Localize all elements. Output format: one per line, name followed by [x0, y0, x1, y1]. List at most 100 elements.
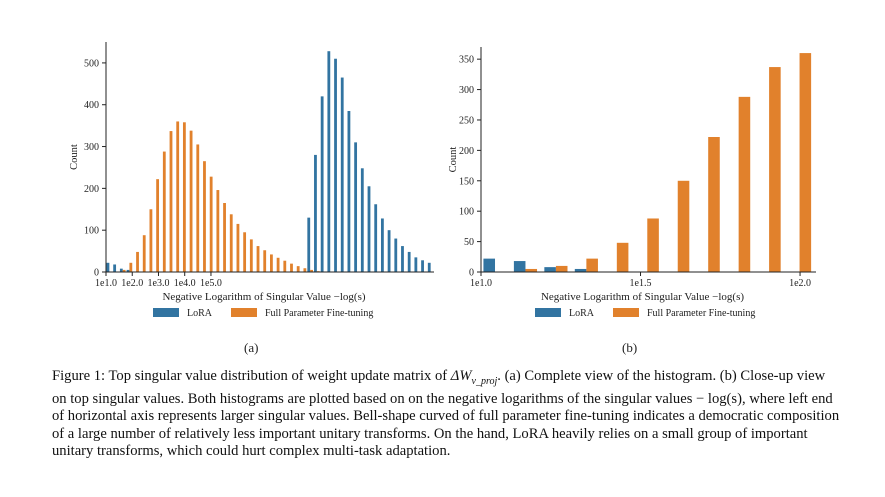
caption-label: Figure 1:	[52, 368, 106, 384]
x-tick-label-a-0: 1e1.0	[95, 278, 117, 289]
x-tick-label-b-0: 1e1.0	[470, 278, 492, 289]
y-axis-label-b: Count	[448, 147, 459, 173]
bar-full-b-1	[525, 268, 538, 272]
bar-full-a-20	[243, 232, 247, 272]
x-tick-label-b-2: 1e2.0	[789, 278, 811, 289]
bar-lora-a-37	[354, 142, 358, 272]
bar-lora-a-43	[394, 238, 398, 272]
bar-full-a-28	[296, 266, 300, 272]
x-tick-label-a-1: 1e2.0	[121, 278, 143, 289]
bar-lora-a-45	[407, 251, 411, 272]
bar-full-a-24	[270, 254, 273, 272]
panel-b-label: (b)	[622, 340, 638, 355]
legend-swatch-lora-b	[535, 308, 561, 317]
bar-full-a-19	[236, 223, 240, 272]
bar-full-a-5	[142, 235, 146, 272]
x-tick-label-a-3: 1e4.0	[174, 278, 196, 289]
y-tick-label-a-200: 200	[84, 184, 99, 195]
bar-full-a-14	[203, 161, 206, 272]
y-tick-label-b-0: 0	[469, 268, 474, 279]
bar-full-a-30	[310, 269, 313, 272]
bar-lora-a-35	[340, 77, 344, 272]
caption-post: . (a) Complete view of the histogram. (b…	[52, 368, 840, 460]
bar-full-b-10	[799, 53, 812, 272]
bar-full-a-7	[156, 179, 160, 272]
bar-lora-b-3	[574, 268, 587, 272]
legend-swatch-lora-a	[153, 308, 179, 317]
bar-full-a-29	[303, 268, 307, 272]
bar-lora-a-36	[347, 111, 351, 272]
bar-full-b-8	[738, 96, 751, 272]
bar-lora-a-42	[387, 230, 391, 272]
bar-lora-a-31	[314, 154, 317, 272]
bar-full-a-10	[176, 121, 180, 272]
y-tick-label-a-0: 0	[94, 268, 99, 279]
bar-lora-a-32	[320, 96, 324, 272]
bar-full-a-6	[149, 209, 153, 272]
legend-swatch-full-a	[231, 308, 257, 317]
x-axis-label-a: Negative Logarithm of Singular Value −lo…	[162, 291, 365, 303]
bars-panel-b	[483, 53, 812, 272]
bar-lora-a-47	[421, 260, 424, 272]
legend-swatch-full-b	[613, 308, 639, 317]
y-axis-label-a: Count	[69, 144, 80, 170]
legend-label-full-a: Full Parameter Fine-tuning	[265, 308, 373, 319]
bar-full-a-26	[283, 260, 287, 272]
y-tick-label-b-50: 50	[464, 237, 474, 248]
y-tick-label-a-100: 100	[84, 226, 99, 237]
bar-full-a-22	[256, 246, 260, 272]
bar-full-b-4	[616, 242, 629, 272]
legend-label-lora-b: LoRA	[569, 308, 595, 319]
caption-math: ΔWv_proj	[450, 368, 498, 387]
bar-lora-a-41	[380, 218, 384, 272]
bar-full-a-2	[122, 269, 126, 272]
bar-lora-a-1	[113, 264, 117, 272]
bar-full-a-4	[136, 251, 139, 272]
bar-lora-b-0	[483, 258, 496, 272]
bar-full-a-13	[196, 144, 200, 272]
y-tick-label-b-100: 100	[459, 207, 474, 218]
bar-full-a-23	[263, 250, 267, 272]
bar-full-a-17	[223, 203, 226, 272]
bar-lora-a-46	[414, 257, 418, 272]
bar-lora-a-3	[126, 269, 130, 272]
legend-label-lora-a: LoRA	[187, 308, 213, 319]
x-axis-label-b: Negative Logarithm of Singular Value −lo…	[541, 291, 744, 303]
y-tick-label-a-300: 300	[84, 142, 99, 153]
bar-lora-a-44	[401, 246, 404, 272]
bar-full-a-18	[229, 214, 233, 272]
bar-full-a-8	[162, 151, 166, 272]
bar-lora-b-2	[544, 267, 556, 272]
bar-lora-a-2	[119, 268, 123, 272]
bar-lora-a-48	[427, 262, 431, 272]
y-tick-label-b-150: 150	[459, 176, 474, 187]
bar-full-b-5	[647, 218, 659, 272]
bar-full-a-11	[182, 122, 186, 272]
bar-lora-a-33	[327, 51, 331, 273]
y-tick-label-b-200: 200	[459, 146, 474, 157]
y-tick-label-b-350: 350	[459, 55, 474, 66]
panel-a-label: (a)	[244, 340, 259, 355]
bars-panel-a	[106, 51, 431, 273]
bar-lora-b-1	[513, 261, 526, 272]
bar-lora-a-38	[360, 168, 364, 272]
bar-lora-a-39	[367, 186, 371, 272]
bar-lora-a-40	[374, 204, 378, 272]
bar-lora-a-30	[307, 217, 311, 272]
bar-full-a-27	[290, 263, 293, 272]
bar-full-a-21	[249, 239, 253, 272]
bar-full-b-6	[677, 180, 690, 272]
x-tick-label-a-4: 1e5.0	[200, 278, 222, 289]
bar-full-a-25	[276, 257, 280, 272]
bar-lora-a-34	[334, 58, 337, 273]
legend-label-full-b: Full Parameter Fine-tuning	[647, 308, 755, 319]
bar-full-b-7	[708, 137, 720, 272]
bar-full-a-3	[129, 262, 133, 272]
bar-full-a-15	[209, 176, 213, 272]
bar-full-a-9	[169, 131, 173, 272]
y-tick-label-b-300: 300	[459, 85, 474, 96]
bar-lora-a-0	[106, 262, 110, 272]
figure-caption: Figure 1: Top singular value distributio…	[52, 368, 842, 461]
y-tick-label-a-400: 400	[84, 100, 99, 111]
